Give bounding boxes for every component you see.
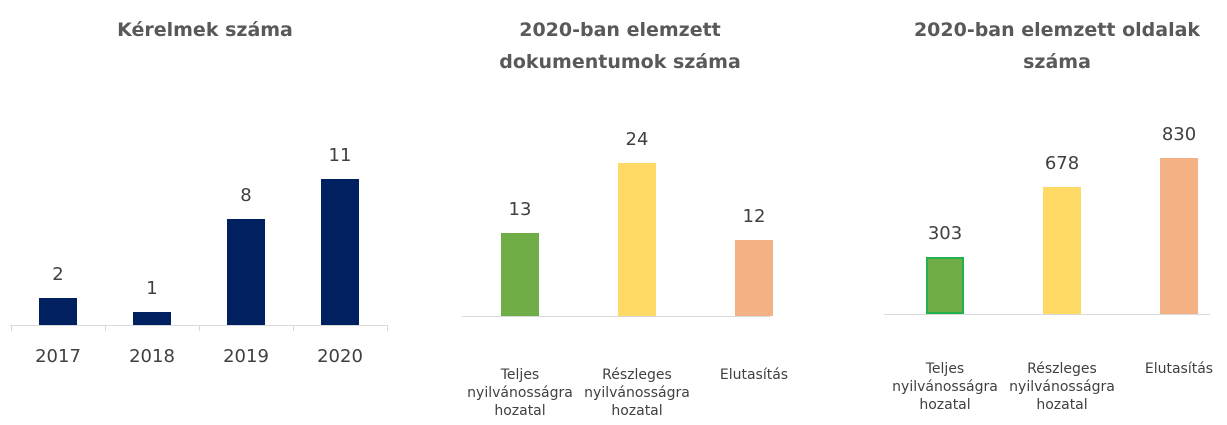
data-label: 830 bbox=[1161, 124, 1197, 145]
x-tick-label: Teljes nyilvánosságra hozatal bbox=[892, 361, 998, 413]
x-tick-label: Elutasítás bbox=[719, 367, 789, 383]
data-label: 678 bbox=[1044, 152, 1080, 174]
tick-mark bbox=[293, 325, 294, 331]
chart-title: 2020-ban elemzett dokumentumok száma bbox=[499, 19, 741, 73]
data-label: 12 bbox=[742, 205, 766, 227]
bar bbox=[321, 179, 359, 325]
x-tick-label: Részleges nyilvánosságra hozatal bbox=[584, 367, 690, 419]
tick-mark bbox=[11, 325, 12, 331]
bar bbox=[926, 257, 964, 314]
x-axis bbox=[884, 314, 1210, 315]
x-tick-label: Elutasítás bbox=[1144, 361, 1214, 377]
data-label: 11 bbox=[328, 145, 352, 166]
data-label: 1 bbox=[146, 277, 158, 299]
x-tick-label: Teljes nyilvánosságra hozatal bbox=[467, 367, 573, 419]
data-label: 13 bbox=[508, 199, 532, 221]
x-tick-label: 2020 bbox=[317, 346, 363, 367]
data-label: 303 bbox=[927, 223, 963, 245]
bar bbox=[1160, 158, 1198, 314]
chart-title: Kérelmek száma bbox=[117, 19, 293, 41]
bar bbox=[133, 311, 171, 325]
bar bbox=[39, 298, 77, 325]
bar bbox=[618, 163, 656, 316]
x-tick-label: 2019 bbox=[223, 346, 269, 367]
bar bbox=[501, 233, 539, 316]
data-label: 24 bbox=[625, 129, 649, 150]
tick-mark bbox=[199, 325, 200, 331]
chart-title: 2020-ban elemzett oldalak száma bbox=[913, 19, 1201, 73]
data-label: 8 bbox=[240, 184, 252, 206]
tick-mark bbox=[387, 325, 388, 331]
data-label: 2 bbox=[52, 264, 64, 286]
x-tick-label: Részleges nyilvánosságra hozatal bbox=[1009, 361, 1115, 413]
tick-mark bbox=[105, 325, 106, 331]
bar bbox=[1043, 186, 1081, 314]
bar bbox=[735, 239, 773, 316]
x-tick-label: 2018 bbox=[129, 346, 175, 367]
x-tick-label: 2017 bbox=[35, 346, 81, 367]
bar bbox=[227, 218, 265, 325]
x-axis bbox=[462, 316, 770, 317]
